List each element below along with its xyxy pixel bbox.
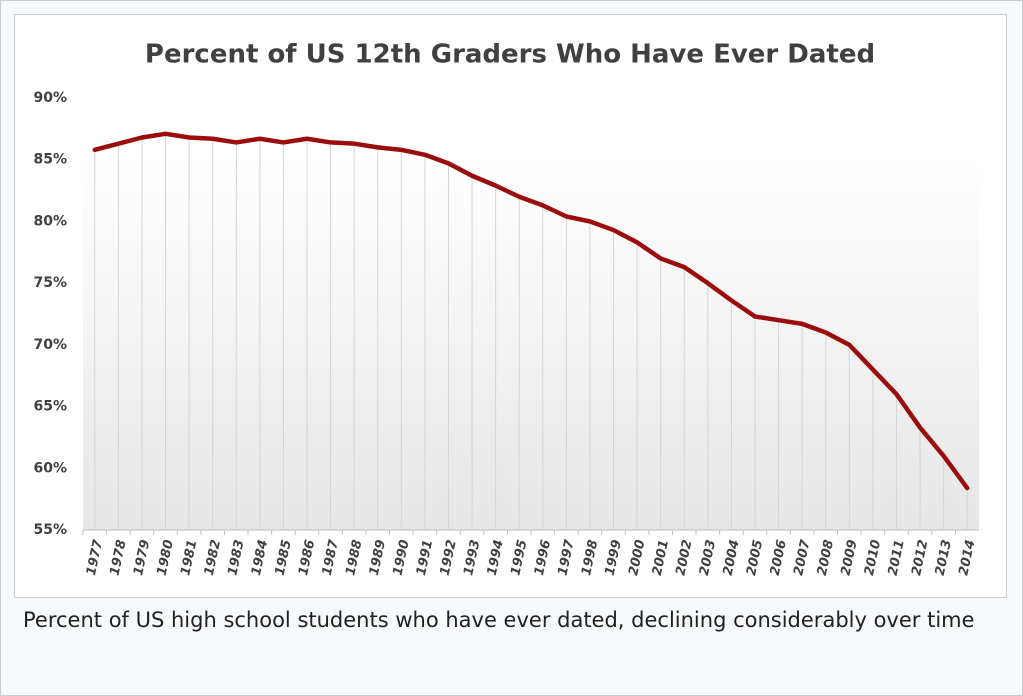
x-tick-label: 1988 — [343, 538, 365, 577]
x-tick-label: 2014 — [956, 538, 978, 577]
x-tick-label: 2009 — [838, 538, 860, 577]
y-tick-label: 90% — [33, 90, 67, 106]
x-tick-label: 1992 — [438, 538, 460, 577]
chart-title: Percent of US 12th Graders Who Have Ever… — [145, 40, 875, 70]
x-tick-label: 1989 — [367, 538, 389, 577]
data-line — [92, 131, 970, 491]
x-tick-label: 2013 — [933, 538, 955, 577]
x-tick-label: 2008 — [815, 538, 837, 577]
y-tick-label: 55% — [33, 522, 67, 538]
x-tick-label: 1981 — [178, 538, 200, 577]
x-tick-label: 1984 — [249, 538, 271, 577]
x-tick-label: 2000 — [626, 538, 648, 577]
y-tick-label: 60% — [33, 460, 67, 476]
chart: Percent of US 12th Graders Who Have Ever… — [33, 40, 979, 577]
x-tick-label: 1987 — [320, 538, 342, 577]
y-tick-label: 85% — [33, 152, 67, 168]
x-tick-label: 1997 — [556, 538, 578, 577]
x-tick-label: 1980 — [155, 538, 177, 577]
x-tick-label: 1998 — [579, 538, 601, 577]
x-tick-label: 1993 — [461, 538, 483, 577]
x-tick-label: 1985 — [273, 538, 295, 577]
y-tick-label: 70% — [33, 337, 67, 353]
y-tick-label: 80% — [33, 213, 67, 229]
y-tick-label: 75% — [33, 275, 67, 291]
x-tick-label: 1979 — [131, 538, 153, 577]
x-tick-label: 2002 — [673, 538, 695, 577]
x-tick-label: 1986 — [296, 538, 318, 577]
x-tick-label: 1991 — [414, 538, 436, 577]
x-tick-label: 1977 — [84, 538, 106, 577]
x-tick-label: 2004 — [721, 538, 743, 577]
x-tick-label: 1983 — [225, 538, 247, 577]
x-tick-label: 1996 — [532, 538, 554, 577]
x-tick-label: 2010 — [862, 538, 884, 577]
x-tick-label: 1978 — [108, 538, 130, 577]
x-tick-label: 2011 — [886, 538, 908, 577]
x-tick-label: 1982 — [202, 538, 224, 577]
x-tick-label: 2001 — [650, 538, 672, 577]
caption: Percent of US high school students who h… — [23, 608, 975, 632]
x-tick-label: 1999 — [603, 538, 625, 577]
x-tick-label: 1995 — [508, 538, 530, 577]
x-tick-label: 1990 — [390, 538, 412, 577]
chart-image: Percent of US 12th Graders Who Have Ever… — [14, 14, 1007, 598]
x-tick-label: 2012 — [909, 538, 931, 577]
x-tick-label: 2005 — [744, 538, 766, 577]
plot-background — [83, 158, 979, 530]
x-tick-label: 2003 — [697, 538, 719, 577]
x-tick-label: 1994 — [485, 538, 507, 577]
x-tick-label: 2006 — [768, 538, 790, 577]
x-tick-label: 2007 — [791, 538, 813, 577]
y-tick-label: 65% — [33, 399, 67, 415]
